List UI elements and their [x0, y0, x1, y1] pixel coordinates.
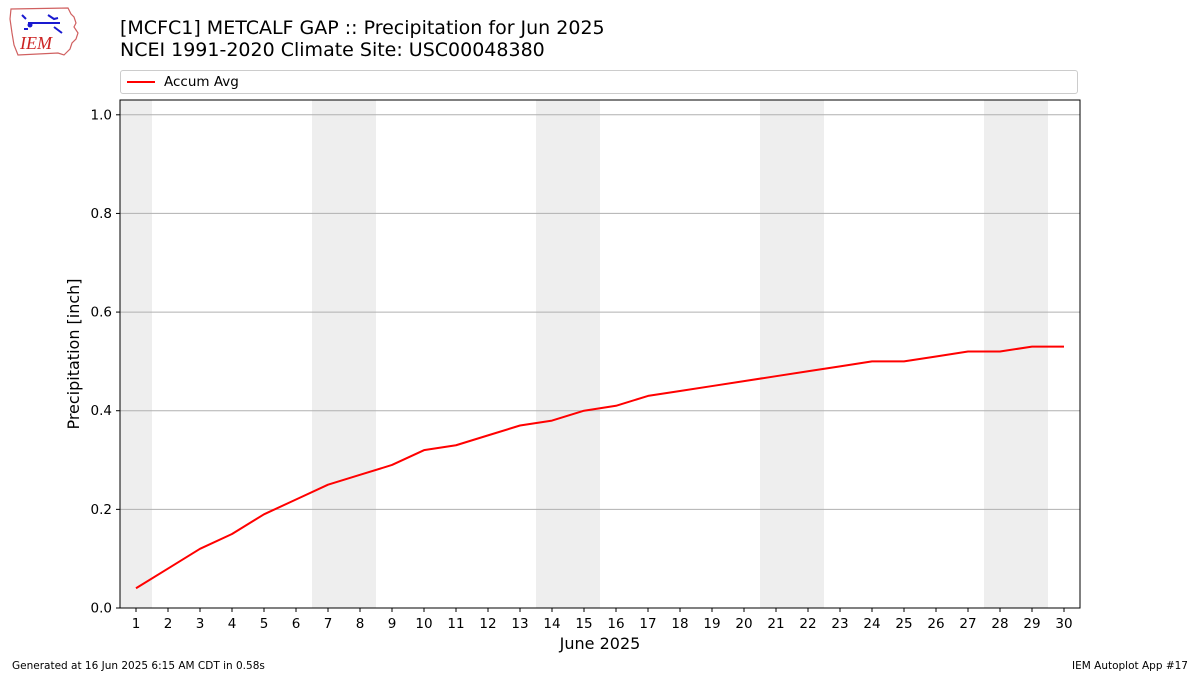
x-tick-label: 12: [479, 616, 496, 632]
x-tick-label: 5: [260, 616, 269, 632]
weekend-band: [536, 100, 568, 608]
series-line-accum-avg: [135, 345, 1064, 590]
x-tick-label: 23: [831, 616, 848, 632]
weekend-band: [760, 100, 792, 608]
data-point: [775, 375, 777, 377]
x-tick-label: 1: [132, 616, 141, 632]
y-tick-label: 0.6: [91, 305, 112, 321]
data-point: [807, 370, 809, 372]
weekend-band: [984, 100, 1016, 608]
x-tick-label: 28: [991, 616, 1008, 632]
data-point: [423, 449, 425, 451]
weekend-band: [568, 100, 600, 608]
data-point: [391, 464, 393, 466]
x-tick-label: 4: [228, 616, 237, 632]
weekend-band: [792, 100, 824, 608]
data-point: [199, 548, 201, 550]
weekend-band: [120, 100, 152, 608]
x-tick-label: 26: [927, 616, 944, 632]
x-tick-label: 27: [959, 616, 976, 632]
data-point: [135, 587, 137, 589]
footer-generated: Generated at 16 Jun 2025 6:15 AM CDT in …: [12, 660, 265, 672]
data-point: [935, 355, 937, 357]
data-point: [615, 405, 617, 407]
data-point: [903, 360, 905, 362]
x-tick-label: 3: [196, 616, 205, 632]
data-point: [487, 434, 489, 436]
x-tick-label: 16: [607, 616, 624, 632]
x-tick-label: 6: [292, 616, 301, 632]
logo-text: IEM: [19, 33, 53, 53]
data-point: [327, 484, 329, 486]
legend-swatch-accum-avg: [127, 81, 155, 83]
x-tick-label: 18: [671, 616, 688, 632]
x-tick-label: 10: [415, 616, 432, 632]
data-point: [519, 425, 521, 427]
x-axis-label: June 2025: [559, 634, 641, 653]
data-point: [583, 410, 585, 412]
data-point: [167, 568, 169, 570]
data-point: [839, 365, 841, 367]
y-tick-label: 0.0: [91, 601, 112, 617]
x-tick-label: 13: [511, 616, 528, 632]
y-tick-label: 0.2: [91, 502, 112, 518]
x-tick-label: 22: [799, 616, 816, 632]
data-point: [647, 395, 649, 397]
legend: Accum Avg: [120, 70, 1078, 94]
weekend-band: [344, 100, 376, 608]
data-point: [967, 351, 969, 353]
data-point: [743, 380, 745, 382]
x-tick-label: 2: [164, 616, 173, 632]
data-point: [359, 474, 361, 476]
weekend-band: [1016, 100, 1048, 608]
data-point: [551, 420, 553, 422]
footer-app: IEM Autoplot App #17: [1072, 660, 1188, 672]
y-tick-label: 0.8: [91, 206, 112, 222]
data-point: [679, 390, 681, 392]
x-tick-label: 20: [735, 616, 752, 632]
x-tick-label: 7: [324, 616, 333, 632]
plot-frame: [119, 99, 1081, 609]
x-tick-label: 17: [639, 616, 656, 632]
y-axis-label: Precipitation [inch]: [64, 278, 83, 429]
x-tick-label: 21: [767, 616, 784, 632]
x-tick-label: 14: [543, 616, 560, 632]
data-point: [999, 351, 1001, 353]
x-tick-label: 9: [388, 616, 397, 632]
x-tick-label: 19: [703, 616, 720, 632]
chart-title: [MCFC1] METCALF GAP :: Precipitation for…: [120, 17, 605, 39]
data-point: [263, 513, 265, 515]
x-tick-label: 29: [1023, 616, 1040, 632]
data-point: [711, 385, 713, 387]
x-tick-label: 25: [895, 616, 912, 632]
data-point: [1063, 346, 1065, 348]
data-point: [231, 533, 233, 535]
data-point: [871, 360, 873, 362]
x-tick-label: 30: [1055, 616, 1072, 632]
weekend-band: [312, 100, 344, 608]
x-tick-label: 15: [575, 616, 592, 632]
iowa-outline-icon: [9, 7, 79, 56]
y-tick-label: 1.0: [91, 107, 112, 123]
data-point: [295, 498, 297, 500]
data-point: [1031, 346, 1033, 348]
x-tick-label: 8: [356, 616, 365, 632]
data-point: [455, 444, 457, 446]
x-tick-label: 11: [447, 616, 464, 632]
y-tick-label: 0.4: [91, 403, 112, 419]
iem-logo: IEM: [9, 7, 79, 56]
chart-subtitle: NCEI 1991-2020 Climate Site: USC00048380: [120, 39, 545, 61]
legend-label-accum-avg: Accum Avg: [164, 74, 239, 90]
x-tick-label: 24: [863, 616, 880, 632]
weather-station-icon: [21, 14, 63, 34]
